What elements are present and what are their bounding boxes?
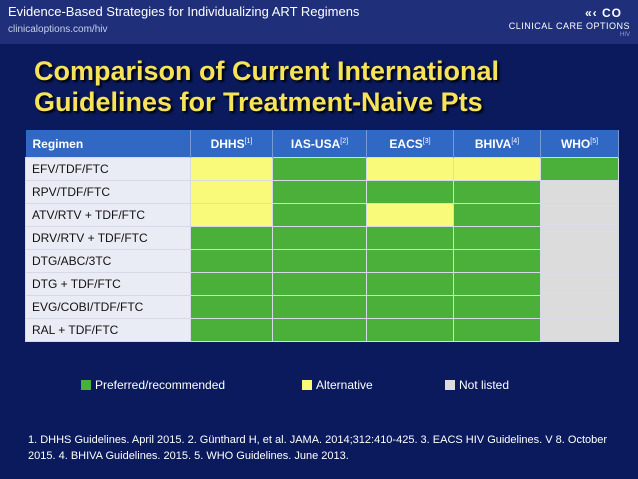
status-cell-pref: [272, 249, 367, 273]
status-cell-nl: [540, 272, 619, 296]
status-cell-pref: [190, 272, 273, 296]
status-cell-pref: [190, 295, 273, 319]
legend-preferred-label: Preferred/recommended: [95, 378, 226, 392]
reference-marker: [3]: [422, 137, 431, 145]
regimen-cell: RAL + TDF/FTC: [25, 318, 191, 342]
reference-marker: [4]: [511, 137, 520, 145]
status-cell-alt: [366, 157, 454, 181]
references: 1. DHHS Guidelines. April 2015. 2. Günth…: [28, 434, 608, 462]
status-cell-pref: [453, 272, 541, 296]
slide-title: Comparison of Current International Guid…: [34, 56, 500, 117]
column-header-ias-usa: IAS-USA[2]: [272, 130, 367, 158]
regimen-cell: DTG/ABC/3TC: [25, 249, 191, 273]
regimen-cell: EVG/COBI/TDF/FTC: [25, 295, 191, 319]
column-header-label: IAS-USA: [290, 136, 341, 151]
table-row: ATV/RTV + TDF/FTC: [25, 203, 619, 227]
status-cell-nl: [540, 249, 619, 273]
status-cell-alt: [190, 180, 273, 204]
column-header-label: EACS: [389, 136, 423, 151]
status-cell-pref: [272, 226, 367, 250]
legend-alternative: Alternative: [302, 378, 373, 392]
status-cell-pref: [190, 318, 273, 342]
table-row: RAL + TDF/FTC: [25, 318, 619, 342]
clinical-care-options-logo: «‹ CO CLINICAL CARE OPTIONS HIV: [508, 6, 630, 38]
legend-not-listed: Not listed: [445, 378, 509, 392]
table-body: EFV/TDF/FTC RPV/TDF/FTC ATV/RTV + TDF/FTC D…: [25, 157, 619, 342]
legend-preferred: Preferred/recommended: [81, 378, 225, 392]
status-cell-pref: [453, 180, 541, 204]
status-cell-pref: [453, 249, 541, 273]
column-header-eacs: EACS[3]: [366, 130, 454, 158]
status-cell-pref: [453, 203, 541, 227]
status-cell-pref: [366, 180, 454, 204]
reference-marker: [5]: [590, 137, 599, 145]
column-header-who: WHO[5]: [540, 130, 619, 158]
website-url: clinicaloptions.com/hiv: [8, 24, 108, 35]
column-header-label: WHO: [560, 136, 591, 151]
status-cell-pref: [540, 157, 619, 181]
status-cell-pref: [272, 157, 367, 181]
logo-arrows: «‹ CO: [584, 6, 622, 20]
table-row: RPV/TDF/FTC: [25, 180, 619, 204]
status-cell-pref: [272, 295, 367, 319]
regimen-cell: EFV/TDF/FTC: [25, 157, 191, 181]
table-row: DTG/ABC/3TC: [25, 249, 619, 273]
regimen-cell: RPV/TDF/FTC: [25, 180, 191, 204]
presentation-title: Evidence-Based Strategies for Individual…: [8, 4, 360, 19]
regimen-cell: DRV/RTV + TDF/FTC: [25, 226, 191, 250]
table-row: DTG + TDF/FTC: [25, 272, 619, 296]
status-cell-nl: [540, 203, 619, 227]
not-listed-swatch: [445, 380, 455, 390]
legend-not-listed-label: Not listed: [459, 378, 510, 392]
status-cell-pref: [272, 180, 367, 204]
header-bar: Evidence-Based Strategies for Individual…: [0, 0, 638, 44]
status-cell-pref: [272, 272, 367, 296]
logo-brand: CLINICAL CARE OPTIONS: [508, 21, 630, 31]
column-header-bhiva: BHIVA[4]: [453, 130, 541, 158]
logo-sub: HIV: [619, 32, 630, 38]
table-row: EFV/TDF/FTC: [25, 157, 619, 181]
status-cell-pref: [366, 318, 454, 342]
status-cell-alt: [190, 203, 273, 227]
status-cell-pref: [190, 249, 273, 273]
column-header-label: BHIVA: [474, 136, 512, 151]
reference-marker: [2]: [340, 137, 349, 145]
reference-marker: [1]: [244, 137, 253, 145]
status-cell-nl: [540, 295, 619, 319]
status-cell-pref: [453, 226, 541, 250]
status-cell-pref: [272, 203, 367, 227]
status-cell-alt: [366, 203, 454, 227]
alternative-swatch: [302, 380, 312, 390]
status-cell-pref: [190, 226, 273, 250]
status-cell-pref: [366, 249, 454, 273]
table-header-row: Regimen DHHS[1] IAS-USA[2] EACS[3] BHIVA[4] W…: [25, 130, 619, 158]
column-header-label: Regimen: [32, 136, 84, 151]
status-cell-nl: [540, 180, 619, 204]
column-header-dhhs: DHHS[1]: [190, 130, 273, 158]
table-row: DRV/RTV + TDF/FTC: [25, 226, 619, 250]
status-cell-pref: [366, 226, 454, 250]
regimen-cell: ATV/RTV + TDF/FTC: [25, 203, 191, 227]
guidelines-table: Regimen DHHS[1] IAS-USA[2] EACS[3] BHIVA[4] W…: [25, 130, 619, 342]
status-cell-pref: [453, 295, 541, 319]
status-cell-alt: [190, 157, 273, 181]
status-cell-pref: [453, 318, 541, 342]
status-cell-nl: [540, 226, 619, 250]
column-header-label: DHHS: [210, 136, 245, 151]
status-cell-pref: [366, 295, 454, 319]
column-header-regimen: Regimen: [25, 130, 191, 158]
legend-alternative-label: Alternative: [316, 378, 373, 392]
table-row: EVG/COBI/TDF/FTC: [25, 295, 619, 319]
regimen-cell: DTG + TDF/FTC: [25, 272, 191, 296]
status-cell-nl: [540, 318, 619, 342]
status-cell-pref: [272, 318, 367, 342]
preferred-swatch: [81, 380, 91, 390]
status-cell-pref: [366, 272, 454, 296]
status-cell-alt: [453, 157, 541, 181]
